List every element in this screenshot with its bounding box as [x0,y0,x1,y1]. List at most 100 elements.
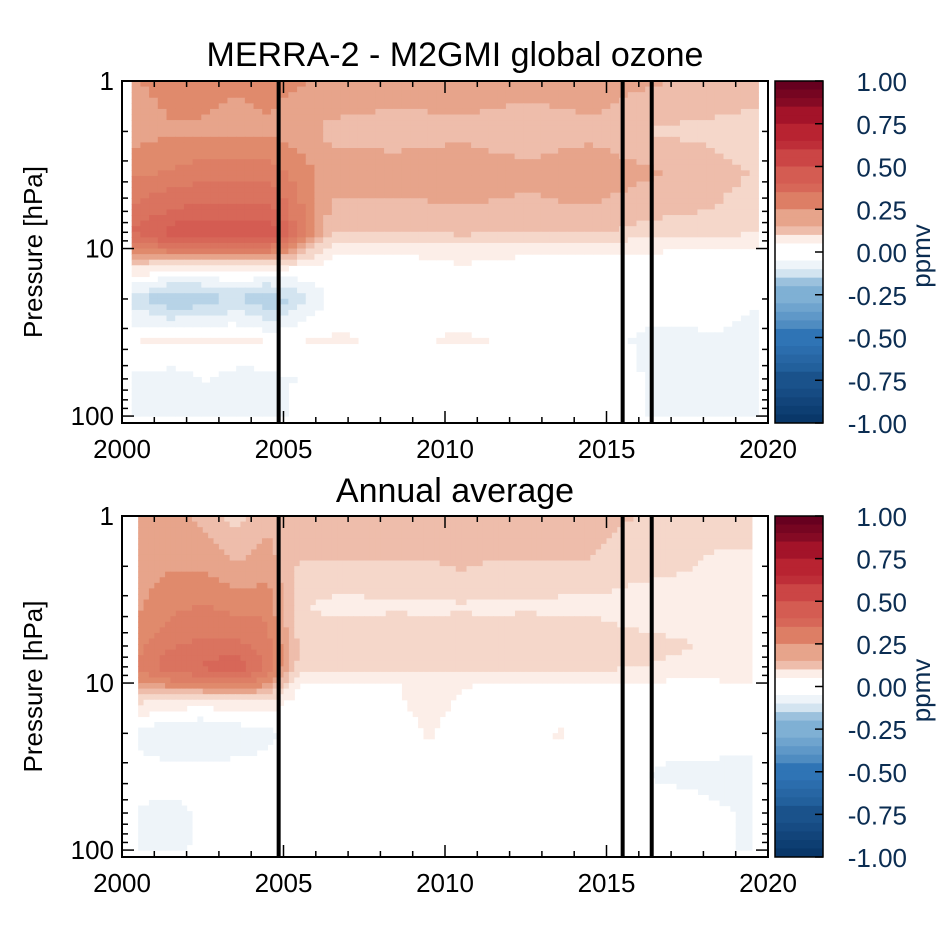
heatmap-cell [456,583,462,589]
heatmap-cell [489,165,498,171]
heatmap-cell [510,577,516,583]
heatmap-cell [154,527,160,533]
heatmap-cell [636,92,645,98]
heatmap-cell [349,131,358,137]
heatmap-cell [384,176,393,182]
heatmap-cell [210,221,219,227]
heatmap-cell [314,165,323,171]
heatmap-cell [154,583,160,589]
heatmap-cell [167,193,176,199]
heatmap-cell [219,142,228,148]
heatmap-cell [715,232,724,238]
heatmap-cell [167,399,176,405]
heatmap-cell [741,538,747,544]
heatmap-cell [140,215,149,221]
heatmap-cell [384,154,393,160]
heatmap-cell [297,316,306,322]
heatmap-cell [397,577,403,583]
heatmap-cell [240,561,246,567]
heatmap-cell [680,103,689,109]
heatmap-cell [746,566,752,572]
heatmap-cell [633,605,639,611]
heatmap-cell [397,600,403,606]
heatmap-cell [584,237,593,243]
heatmap-cell [332,555,338,561]
heatmap-cell [520,549,526,555]
heatmap-cell [210,383,219,389]
heatmap-cell [429,588,435,594]
heatmap-cell [610,176,619,182]
heatmap-cell [132,254,141,260]
heatmap-cell [140,321,149,327]
heatmap-cell [450,594,456,600]
heatmap-cell [666,538,672,544]
heatmap-cell [471,137,480,143]
heatmap-cell [590,605,596,611]
heatmap-cell [697,243,706,249]
heatmap-cell [149,198,158,204]
heatmap-cell [245,249,254,255]
heatmap-cell [706,148,715,154]
heatmap-cell [483,572,489,578]
heatmap-cell [384,159,393,165]
heatmap-cell [332,572,338,578]
heatmap-cell [654,221,663,227]
heatmap-cell [488,600,494,606]
heatmap-cell [741,594,747,600]
heatmap-cell [370,583,376,589]
heatmap-cell [203,605,209,611]
heatmap-cell [428,142,437,148]
heatmap-cell [349,103,358,109]
heatmap-cell [246,544,252,550]
heatmap-cell [410,103,419,109]
heatmap-cell [175,276,184,282]
heatmap-cell [676,583,682,589]
heatmap-cell [462,237,471,243]
heatmap-cell [348,566,354,572]
heatmap-cell [288,316,297,322]
heatmap-cell [462,103,471,109]
heatmap-cell [314,304,323,310]
heatmap-cell [201,154,210,160]
heatmap-cell [445,533,451,539]
heatmap-cell [689,103,698,109]
heatmap-cell [671,405,680,411]
heatmap-cell [523,209,532,215]
heatmap-cell [314,159,323,165]
heatmap-cell [628,159,637,165]
heatmap-cell [655,538,661,544]
heatmap-cell [364,522,370,528]
heatmap-cell [419,92,428,98]
heatmap-cell [697,193,706,199]
heatmap-cell [596,566,602,572]
heatmap-cell [633,572,639,578]
heatmap-cell [305,544,311,550]
heatmap-cell [306,131,315,137]
heatmap-cell [596,572,602,578]
heatmap-cell [192,566,198,572]
heatmap-cell [467,549,473,555]
heatmap-cell [532,237,541,243]
heatmap-cell [245,366,254,372]
heatmap-cell [628,249,637,255]
heatmap-cell [706,193,715,199]
heatmap-cell [471,254,480,260]
heatmap-cell [628,221,637,227]
heatmap-cell [219,538,225,544]
heatmap-cell [671,193,680,199]
heatmap-cell [175,165,184,171]
heatmap-cell [724,383,733,389]
heatmap-cell [262,600,268,606]
heatmap-cell [306,209,315,215]
heatmap-cell [149,304,158,310]
heatmap-cell [418,572,424,578]
heatmap-cell [682,594,688,600]
heatmap-cell [671,98,680,104]
heatmap-cell [663,237,672,243]
heatmap-cell [332,583,338,589]
heatmap-cell [240,577,246,583]
heatmap-cell [510,538,516,544]
heatmap-cell [596,544,602,550]
heatmap-cell [732,360,741,366]
heatmap-cell [628,243,637,249]
